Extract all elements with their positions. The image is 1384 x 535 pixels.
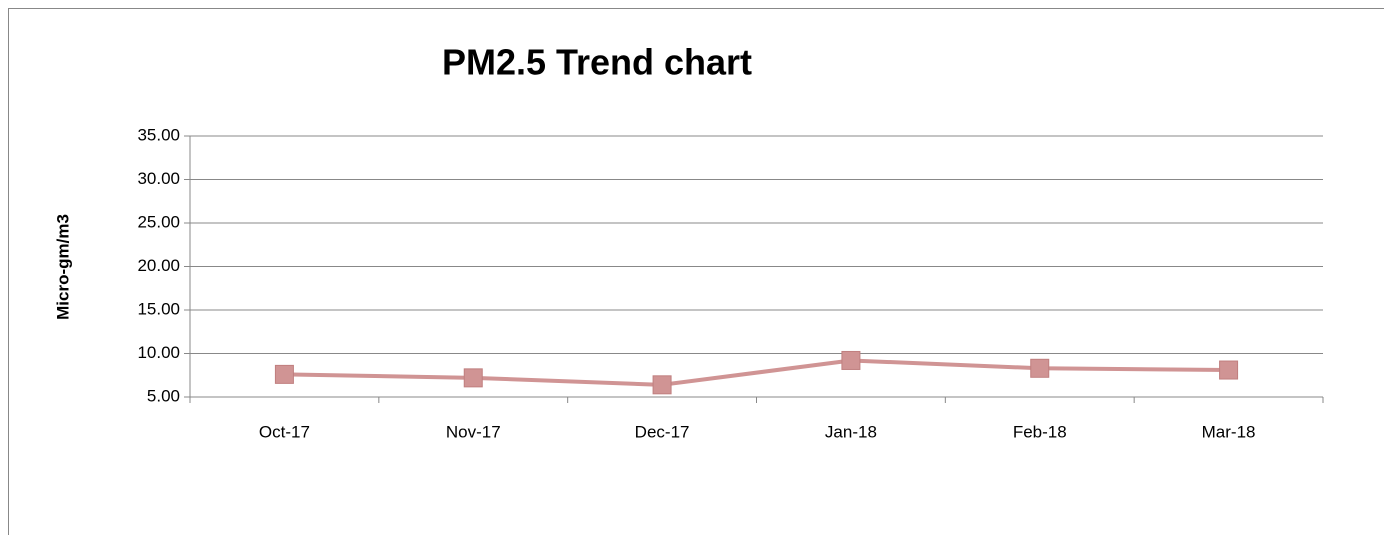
- data-point: [841, 350, 861, 370]
- x-tick-label: Dec-17: [635, 422, 690, 441]
- y-tick-label: 35.00: [137, 125, 180, 144]
- data-point: [463, 368, 483, 388]
- y-tick-label: 10.00: [137, 343, 180, 362]
- y-tick-label: 30.00: [137, 169, 180, 188]
- data-point: [274, 364, 294, 384]
- x-tick-label: Jan-18: [825, 422, 877, 441]
- y-tick-label: 25.00: [137, 212, 180, 231]
- y-axis-label: Micro-gm/m3: [53, 214, 72, 320]
- series-line: [284, 358, 1229, 387]
- x-tick-label: Mar-18: [1202, 422, 1256, 441]
- data-point: [1219, 360, 1239, 380]
- x-tick-label: Oct-17: [259, 422, 310, 441]
- y-tick-label: 5.00: [147, 386, 180, 405]
- x-tick-label: Feb-18: [1013, 422, 1067, 441]
- data-point: [1030, 358, 1050, 378]
- y-tick-label: 20.00: [137, 256, 180, 275]
- x-tick-label: Nov-17: [446, 422, 501, 441]
- data-point: [652, 375, 672, 395]
- chart-frame: [8, 8, 1384, 535]
- chart-title: PM2.5 Trend chart: [442, 42, 752, 83]
- y-tick-label: 15.00: [137, 299, 180, 318]
